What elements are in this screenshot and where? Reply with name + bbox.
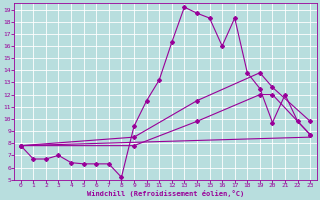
X-axis label: Windchill (Refroidissement éolien,°C): Windchill (Refroidissement éolien,°C) <box>87 190 244 197</box>
